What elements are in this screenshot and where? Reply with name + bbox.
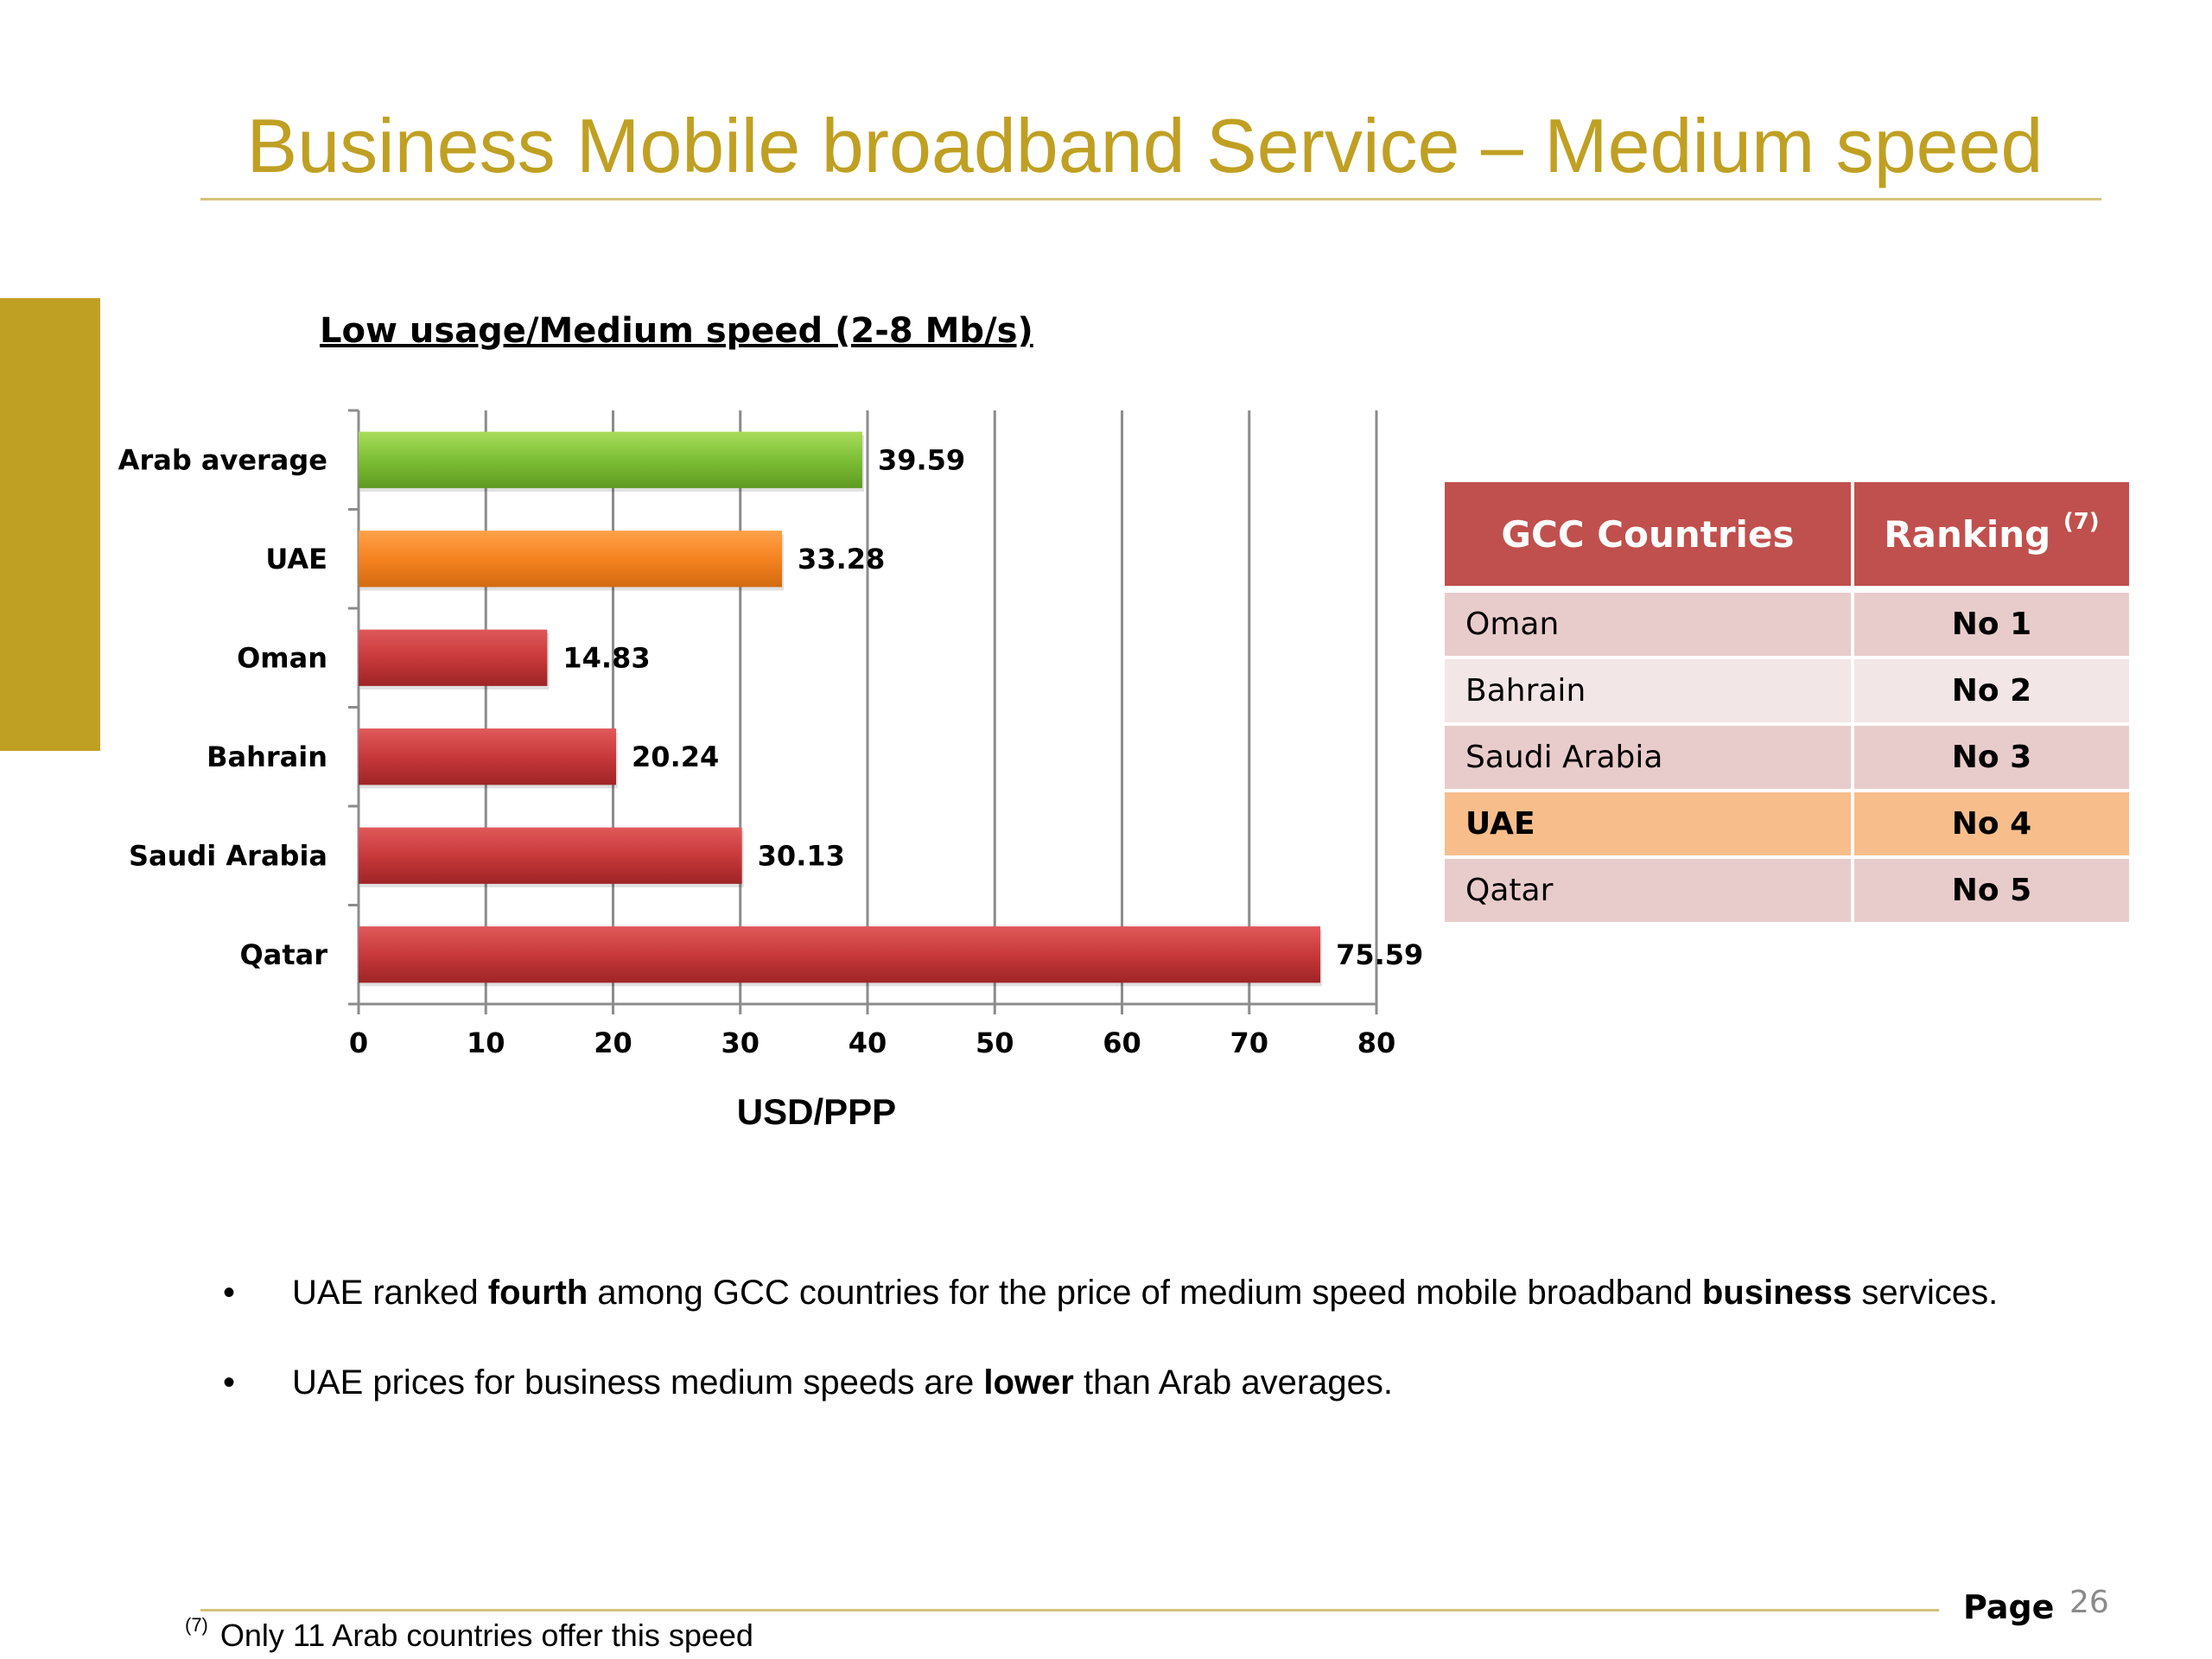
bar [359,926,1321,983]
x-axis-title: USD/PPP [737,1091,896,1132]
chart-title: Low usage/Medium speed (2-8 Mb/s) [320,311,1033,351]
table-header-row: GCC Countries Ranking (7) [1445,482,2129,593]
header-ranking: Ranking (7) [1853,482,2129,593]
header-gcc-countries: GCC Countries [1445,482,1854,593]
x-tick-label: 10 [467,1027,505,1059]
rank-cell: No 2 [1853,658,2129,726]
bullet-text: among GCC countries for the price of med… [588,1274,1702,1312]
category-label: Oman [237,641,327,674]
category-label: UAE [265,543,327,575]
bullet-emphasis: business [1701,1274,1853,1312]
country-cell: Oman [1445,589,1854,659]
x-tick-label: 30 [721,1027,760,1059]
bullet-symbol: • [223,1363,236,1402]
x-tick-label: 70 [1230,1027,1268,1059]
side-accent-bar [0,298,100,751]
bullet-text: UAE ranked [292,1274,488,1312]
bullet-text: services. [1852,1274,1999,1312]
table-row: Saudi Arabia No 3 [1445,724,2129,792]
category-label: Bahrain [207,741,327,773]
x-tick-label: 60 [1103,1027,1141,1059]
country-cell: UAE [1445,791,1854,859]
title-divider [200,198,2101,200]
bar [359,728,617,785]
data-label: 30.13 [758,839,845,872]
page-number: 26 [2069,1585,2109,1620]
x-tick-label: 40 [849,1027,887,1059]
rank-cell: No 1 [1853,589,2129,659]
country-cell: Qatar [1445,857,1854,925]
page-label: Page [1963,1588,2055,1626]
x-tick-label: 0 [349,1027,368,1059]
bar [359,827,742,884]
bullet-emphasis: lower [983,1363,1074,1402]
x-tick-label: 20 [594,1027,632,1059]
bullet-text: than Arab averages. [1073,1363,1393,1402]
bullet-item: • UAE ranked fourth among GCC countries … [223,1270,2020,1315]
data-label: 75.59 [1336,938,1423,971]
x-tick-label: 50 [976,1027,1014,1059]
bullet-item: • UAE prices for business medium speeds … [223,1360,2020,1405]
table-row: Oman No 1 [1445,589,2129,659]
rank-cell: No 3 [1853,724,2129,792]
table-row: Qatar No 5 [1445,857,2129,925]
gcc-ranking-table: GCC Countries Ranking (7) Oman No 1 Bahr… [1445,482,2129,925]
bullet-list: • UAE ranked fourth among GCC countries … [223,1270,2020,1450]
bar [359,431,862,488]
country-cell: Saudi Arabia [1445,724,1854,792]
category-label: Arab average [118,443,327,476]
data-label: 20.24 [632,741,719,773]
footnote-text: Only 11 Arab countries offer this speed [219,1618,753,1653]
footer-divider [200,1609,1939,1611]
bullet-emphasis: fourth [487,1274,588,1312]
footnote-marker: (7) [185,1614,208,1636]
rank-cell: No 4 [1853,791,2129,859]
rank-cell: No 5 [1853,857,2129,925]
ranking-footnote-marker: (7) [2063,508,2100,535]
bar [359,629,548,686]
data-label: 39.59 [878,443,965,476]
bullet-symbol: • [223,1274,236,1312]
country-cell: Bahrain [1445,658,1854,726]
data-label: 33.28 [798,543,885,575]
data-label: 14.83 [563,641,650,674]
slide-title: Business Mobile broadband Service – Medi… [246,103,2044,188]
footnote: (7) Only 11 Arab countries offer this spe… [185,1614,753,1654]
category-label: Qatar [240,938,328,971]
table-row-highlighted: UAE No 4 [1445,791,2129,859]
bar [359,531,783,588]
table-row: Bahrain No 2 [1445,658,2129,726]
category-label: Saudi Arabia [129,839,327,872]
bullet-text: UAE prices for business medium speeds ar… [292,1363,984,1402]
x-tick-label: 80 [1357,1027,1396,1059]
